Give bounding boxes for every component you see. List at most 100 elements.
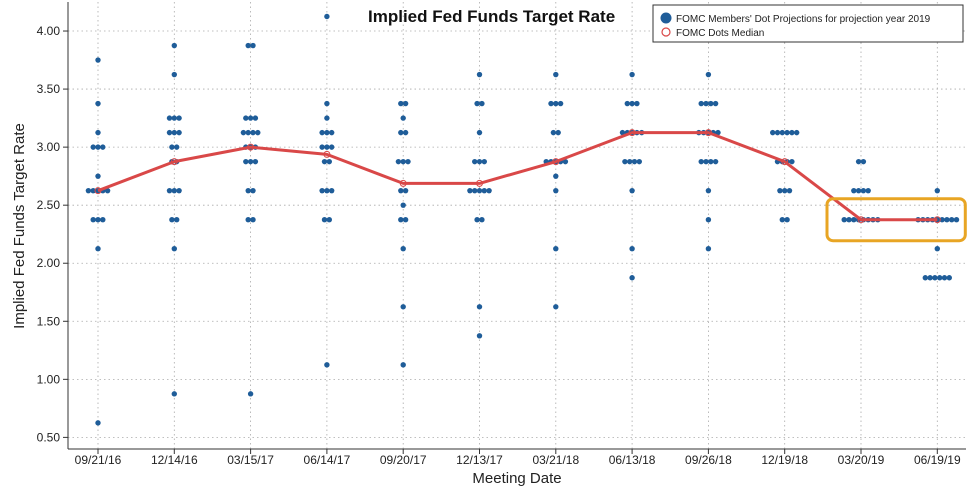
- dot-point: [95, 100, 101, 107]
- dot-point: [90, 187, 96, 194]
- dot-point: [553, 246, 559, 252]
- dot-point: [400, 362, 406, 368]
- median-point: [857, 216, 865, 224]
- dot-point: [250, 129, 256, 136]
- dot-point: [326, 158, 332, 165]
- dot-point: [476, 333, 483, 339]
- median-point: [933, 216, 941, 224]
- dot-point: [400, 158, 406, 165]
- median-point: [247, 143, 255, 151]
- legend-dot-marker: [660, 12, 672, 24]
- dot-point: [705, 187, 712, 194]
- dot-point: [95, 420, 101, 426]
- dot-point: [712, 158, 719, 165]
- dot-point: [555, 129, 561, 136]
- dot-point: [708, 100, 714, 107]
- dot-point: [247, 158, 254, 165]
- dot-point: [250, 42, 256, 49]
- dot-point: [252, 158, 259, 165]
- dot-point: [95, 216, 101, 223]
- dot-point: [166, 187, 173, 194]
- dot-point: [176, 115, 182, 121]
- axes: [67, 2, 966, 450]
- dot-point: [90, 144, 96, 150]
- dot-point: [779, 216, 785, 223]
- legend-median-marker: [661, 27, 671, 37]
- x-tick-label: 06/19/19: [914, 453, 961, 467]
- dot-point: [467, 187, 473, 194]
- median-point: [704, 129, 712, 137]
- dot-point: [95, 57, 101, 63]
- dot-point: [481, 187, 487, 194]
- dot-point: [619, 129, 626, 136]
- dot-point: [934, 187, 940, 194]
- dot-point: [324, 187, 330, 194]
- dot-point: [774, 129, 781, 136]
- y-axis-title: Implied Fed Funds Target Rate: [11, 123, 28, 329]
- dot-point: [104, 187, 111, 194]
- dot-point: [100, 144, 106, 150]
- dot-point: [708, 158, 714, 165]
- median-point: [323, 150, 331, 158]
- highlight-box: [825, 197, 967, 243]
- dot-point: [553, 71, 559, 78]
- dot-point: [784, 216, 790, 223]
- dot-point: [476, 129, 483, 136]
- dot-point: [937, 275, 943, 281]
- dot-point: [715, 129, 721, 136]
- dot-point: [176, 187, 182, 194]
- dot-point: [326, 216, 332, 223]
- dot-point: [703, 158, 709, 165]
- dot-point: [245, 42, 251, 49]
- dot-point: [476, 158, 483, 165]
- dot-point: [243, 158, 249, 165]
- dot-point: [946, 275, 952, 281]
- dot-point: [176, 129, 182, 136]
- dot-point: [90, 216, 96, 223]
- dot-point: [171, 42, 177, 49]
- dot-point: [629, 100, 635, 107]
- dot-point: [250, 187, 256, 194]
- dot-point: [934, 246, 940, 252]
- dot-point: [255, 129, 261, 136]
- dot-point: [400, 246, 406, 252]
- dot-point: [474, 100, 480, 107]
- legend: FOMC Members' Dot Projections for projec…: [652, 4, 964, 43]
- dot-point: [472, 187, 478, 194]
- legend-label-dots: FOMC Members' Dot Projections for projec…: [676, 14, 931, 25]
- dot-point: [243, 115, 249, 121]
- y-tick-label: 1.50: [37, 314, 61, 328]
- dot-point: [405, 158, 411, 165]
- dot-point: [95, 129, 101, 136]
- dot-point: [398, 216, 404, 223]
- chart-title: Implied Fed Funds Target Rate: [368, 7, 615, 26]
- dot-point: [398, 129, 404, 136]
- dot-point: [402, 129, 409, 136]
- dot-point: [705, 246, 712, 252]
- dot-point: [786, 187, 793, 194]
- dot-point: [166, 115, 173, 121]
- y-tick-label: 2.50: [37, 198, 61, 212]
- median-point: [628, 129, 636, 137]
- dot-point: [324, 13, 330, 20]
- dot-point: [779, 129, 785, 136]
- y-tick-label: 0.50: [37, 430, 61, 444]
- dot-point: [398, 187, 404, 194]
- dot-point: [252, 115, 259, 121]
- dot-point: [476, 71, 483, 78]
- dot-point: [553, 304, 559, 310]
- dot-point: [846, 216, 852, 223]
- dot-point: [782, 187, 788, 194]
- legend-box: [652, 4, 964, 43]
- dot-point: [777, 187, 783, 194]
- dot-point: [324, 115, 330, 121]
- median-line: [97, 131, 938, 222]
- dot-point: [95, 173, 101, 179]
- dot-point: [629, 187, 635, 194]
- dot-point: [865, 187, 871, 194]
- dot-point: [402, 187, 409, 194]
- dot-point: [166, 129, 173, 136]
- median-point: [170, 158, 178, 166]
- x-tick-label: 12/14/16: [151, 453, 198, 467]
